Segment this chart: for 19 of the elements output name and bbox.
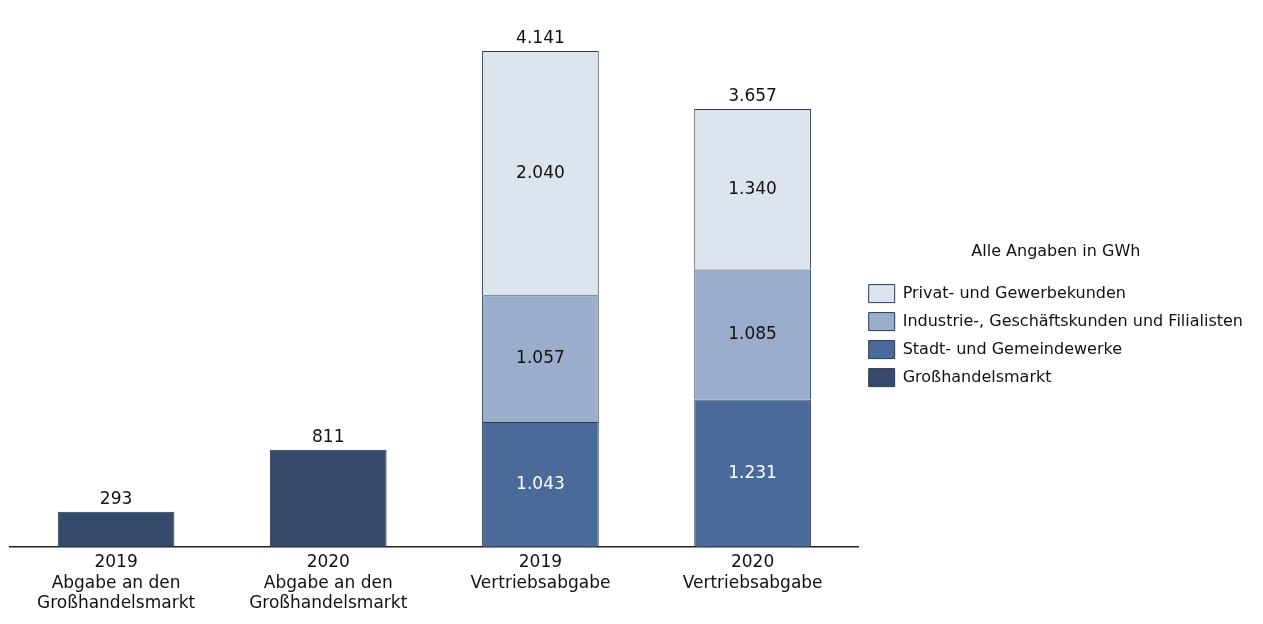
data-label: 2.040 (516, 161, 565, 182)
x-tick-label: 2020 Abgabe an den Großhandelsmarkt (249, 551, 408, 613)
data-label: 1.085 (728, 322, 777, 343)
data-label: 811 (312, 425, 345, 446)
data-label: 1.043 (516, 472, 565, 493)
total-label: 4.141 (516, 27, 565, 48)
legend-title: Alle Angaben in GWh (971, 240, 1141, 260)
data-label: 1.057 (516, 347, 565, 368)
x-tick-label: 2020 Vertriebsabgabe (682, 551, 823, 592)
legend-label: Privat- und Gewerbekunden (902, 282, 1126, 302)
data-label: 293 (99, 487, 133, 508)
data-label: 1.340 (728, 177, 777, 198)
data-label: 1.231 (728, 461, 777, 482)
x-tick-label: 2019 Abgabe an den Großhandelsmarkt (37, 551, 196, 613)
legend-label: Industrie-, Geschäftskunden und Filialisten (902, 310, 1243, 330)
legend-label: Stadt- und Gemeindewerke (902, 338, 1123, 358)
x-tick-label: 2019 Vertriebsabgabe (470, 551, 611, 592)
total-label: 3.657 (728, 84, 777, 105)
legend-label: Großhandelsmarkt (902, 366, 1052, 386)
